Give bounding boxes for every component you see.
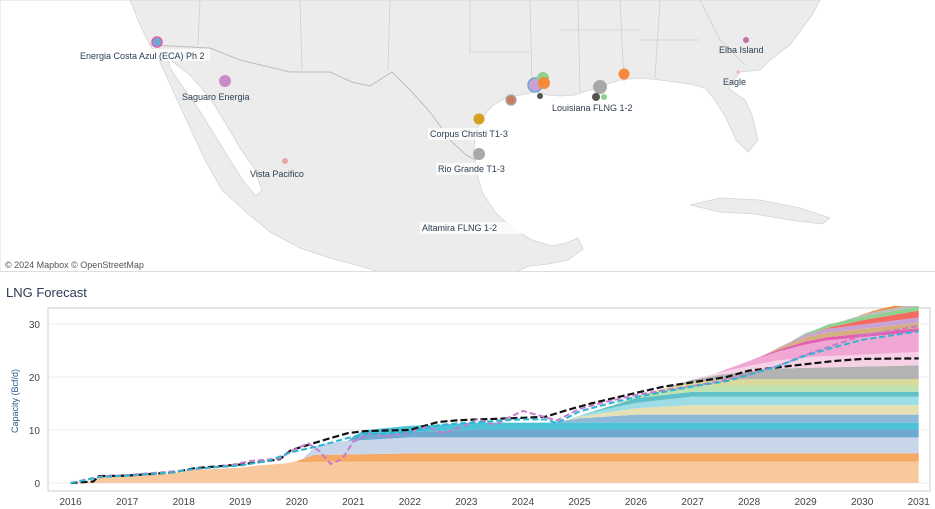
area-series-13: [70, 352, 919, 483]
x-tick-2021: 2021: [342, 497, 365, 508]
stacked-areas: [70, 306, 919, 483]
area-series-2: [70, 453, 919, 483]
area-series-3: [70, 437, 919, 483]
area-series-19: [70, 306, 919, 483]
marker-elba-island[interactable]: [743, 37, 749, 43]
marker-saguaro-energia[interactable]: [219, 75, 231, 87]
y-axis-label: Capacity (Bcf/d): [10, 369, 20, 433]
x-tick-2020: 2020: [286, 497, 309, 508]
x-tick-2029: 2029: [794, 497, 817, 508]
y-axis-ticks: 0 10 20 30: [29, 320, 41, 490]
pacific-ocean: [0, 0, 381, 272]
gulf-of-california: [167, 57, 263, 197]
x-tick-2017: 2017: [116, 497, 139, 508]
x-tick-2022: 2022: [399, 497, 422, 508]
x-tick-2016: 2016: [59, 497, 82, 508]
marker-rio-grande[interactable]: [473, 148, 485, 160]
marker-texas-coast-4[interactable]: [538, 77, 550, 89]
x-tick-2024: 2024: [512, 497, 535, 508]
x-tick-2028: 2028: [738, 497, 761, 508]
area-series-5: [70, 422, 919, 483]
label-rio-grande: Rio Grande T1-3: [438, 164, 505, 174]
y-tick-10: 10: [29, 426, 41, 437]
x-axis-ticks: 2016 2017 2018 2019 2020 2021 2022 2023 2024 2025…: [59, 497, 930, 508]
map-credit: © 2024 Mapbox © OpenStreetMap: [5, 260, 144, 270]
x-tick-2031: 2031: [908, 497, 931, 508]
x-tick-2025: 2025: [568, 497, 591, 508]
terminal-map[interactable]: Energia Costa Azul (ECA) Ph 2 Saguaro En…: [0, 0, 935, 272]
area-series-18: [70, 310, 919, 483]
y-tick-20: 20: [29, 373, 41, 384]
x-tick-2023: 2023: [455, 497, 478, 508]
label-corpus-christi: Corpus Christi T1-3: [430, 129, 508, 139]
area-series-12: [70, 365, 919, 483]
x-tick-2027: 2027: [681, 497, 704, 508]
label-elba-island: Elba Island: [719, 45, 764, 55]
label-altamira-flng: Altamira FLNG 1-2: [422, 223, 497, 233]
marker-vista-pacifico[interactable]: [282, 158, 288, 164]
line-dashed-cyan: [70, 330, 919, 484]
marker-texas-coast-1[interactable]: [505, 94, 517, 106]
label-energia-costa-azul: Energia Costa Azul (ECA) Ph 2: [80, 51, 205, 61]
y-tick-0: 0: [34, 479, 40, 490]
label-eagle: Eagle: [723, 77, 746, 87]
forecast-lines: [70, 325, 919, 485]
x-tick-2030: 2030: [851, 497, 874, 508]
map-labels: Energia Costa Azul (ECA) Ph 2 Saguaro En…: [78, 45, 764, 234]
area-series-6: [70, 414, 919, 483]
area-series-1: [70, 461, 919, 483]
marker-louisiana-1[interactable]: [593, 80, 607, 94]
marker-eagle[interactable]: [736, 70, 740, 74]
area-series-4: [70, 429, 919, 483]
marker-louisiana-4[interactable]: [618, 68, 630, 80]
x-tick-2026: 2026: [625, 497, 648, 508]
forecast-title: LNG Forecast: [6, 285, 87, 300]
terminal-markers[interactable]: [151, 36, 749, 164]
y-tick-30: 30: [29, 320, 41, 331]
marker-louisiana-2[interactable]: [592, 93, 600, 101]
x-tick-2018: 2018: [173, 497, 196, 508]
area-series-14: [70, 331, 919, 483]
x-tick-2019: 2019: [229, 497, 252, 508]
area-series-7: [70, 405, 919, 483]
label-vista-pacifico: Vista Pacifico: [250, 169, 304, 179]
border-states: [197, 0, 746, 93]
marker-louisiana-3[interactable]: [601, 94, 607, 100]
label-saguaro-energia: Saguaro Energia: [182, 92, 250, 102]
land-cuba: [689, 197, 831, 225]
marker-energia-costa-azul[interactable]: [151, 36, 163, 48]
marker-texas-coast-5[interactable]: [537, 93, 543, 99]
label-louisiana-flng: Louisiana FLNG 1-2: [552, 103, 633, 113]
marker-corpus-christi[interactable]: [473, 113, 485, 125]
